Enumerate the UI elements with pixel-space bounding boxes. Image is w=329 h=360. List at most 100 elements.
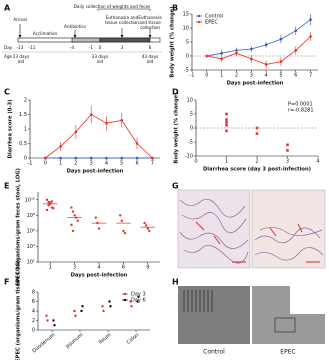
x-tick-label: 0 bbox=[205, 73, 208, 79]
y-tick-label: 1 bbox=[24, 127, 27, 133]
event-label: Antibiotics bbox=[64, 24, 86, 29]
x-tick-label: 6 bbox=[294, 73, 297, 79]
age: 33 days old bbox=[91, 54, 109, 64]
y-tick-label: 15 bbox=[183, 12, 189, 18]
y-tick-label: 10 bbox=[183, 26, 189, 32]
point bbox=[255, 132, 259, 135]
legend-marker bbox=[197, 20, 201, 24]
x-tick-label: 1 bbox=[49, 265, 52, 271]
point bbox=[225, 129, 228, 133]
dot bbox=[45, 314, 48, 317]
marker bbox=[309, 18, 312, 21]
dot bbox=[123, 232, 127, 235]
age-label: Age bbox=[4, 54, 13, 59]
bracket bbox=[97, 8, 151, 11]
y-tick-label: 2 bbox=[32, 318, 35, 324]
x-tick-label: Ileum bbox=[98, 332, 113, 346]
line bbox=[206, 36, 311, 65]
dot bbox=[94, 216, 98, 219]
dot bbox=[70, 206, 73, 209]
day: -4 bbox=[70, 45, 75, 50]
marker bbox=[59, 156, 62, 160]
legend-marker bbox=[197, 14, 201, 18]
y-tick-label: 10 bbox=[187, 98, 193, 104]
marker bbox=[151, 156, 154, 160]
marker bbox=[59, 145, 62, 148]
dot bbox=[81, 305, 84, 308]
x-tick-label: 5 bbox=[279, 73, 282, 79]
y-tick-label: 2 bbox=[24, 98, 27, 104]
dot bbox=[109, 305, 112, 308]
marker bbox=[294, 49, 298, 52]
dot bbox=[102, 309, 105, 313]
x-tick-label: 9 bbox=[146, 265, 149, 271]
marker bbox=[249, 57, 253, 61]
dot bbox=[143, 221, 146, 225]
dot bbox=[52, 207, 55, 210]
x-tick-label: 4 bbox=[265, 73, 268, 79]
y-tick-label: 0 bbox=[32, 328, 35, 334]
y-axis-label: EPEC (organisms/gram feces stool, LOG) bbox=[16, 168, 22, 286]
y-tick-label: 0 bbox=[24, 156, 27, 162]
dot bbox=[76, 219, 80, 222]
y-tick-label: -5 bbox=[188, 140, 193, 146]
legend-marker bbox=[123, 292, 127, 296]
marker bbox=[279, 37, 283, 41]
dot bbox=[122, 229, 125, 233]
dot bbox=[120, 219, 124, 222]
dot bbox=[80, 309, 83, 313]
annotation: r=-0.8281 bbox=[288, 108, 314, 114]
dot bbox=[73, 214, 76, 217]
y-axis-label: Body weight (% change) bbox=[174, 92, 180, 163]
y-tick-label: 10¹⁰ bbox=[25, 197, 35, 203]
microvilli bbox=[183, 290, 213, 312]
marker bbox=[89, 113, 93, 116]
arrow-markers bbox=[195, 221, 303, 245]
em-inset bbox=[290, 286, 325, 314]
em-image bbox=[178, 286, 250, 344]
day: -11 bbox=[29, 45, 36, 50]
dot bbox=[137, 295, 140, 298]
histology-image bbox=[177, 189, 251, 269]
dot bbox=[49, 201, 52, 205]
dot bbox=[70, 223, 73, 227]
y-tick-label: 6 bbox=[32, 299, 35, 305]
y-tick-label: 8 bbox=[32, 290, 35, 296]
dot bbox=[45, 208, 49, 212]
dot bbox=[71, 229, 75, 233]
point bbox=[286, 149, 289, 152]
x-tick-label: 1 bbox=[59, 161, 62, 167]
point bbox=[225, 123, 228, 127]
dot bbox=[119, 214, 122, 217]
marker bbox=[205, 54, 209, 58]
x-tick-label: 6 bbox=[122, 265, 125, 271]
x-tick-label: 6 bbox=[135, 161, 138, 167]
x-tick-label: 5 bbox=[120, 161, 123, 167]
x-tick-label: 0 bbox=[194, 159, 197, 165]
x-axis-label: Diarrhea score (day 3 post-infection) bbox=[203, 167, 311, 173]
dot bbox=[73, 309, 76, 313]
y-tick-label: 1.5 bbox=[19, 112, 27, 118]
x-tick-label: 2 bbox=[255, 159, 258, 165]
y-tick-label: -5 bbox=[184, 68, 189, 74]
x-tick-label: 1 bbox=[220, 73, 223, 79]
y-axis-label: Body weight (% change) bbox=[170, 6, 176, 77]
dot bbox=[45, 198, 49, 201]
marker bbox=[105, 156, 108, 160]
timeline-header: Daily collection of weights and feces bbox=[74, 4, 151, 9]
point bbox=[225, 121, 228, 124]
marker bbox=[294, 29, 298, 33]
y-tick-label: 5 bbox=[190, 112, 193, 118]
day-label: Day bbox=[4, 45, 13, 50]
y-tick-label: 4 bbox=[32, 309, 35, 315]
x-tick-label: 2 bbox=[235, 73, 238, 79]
y-tick-label: 0 bbox=[190, 126, 193, 132]
panel-letter: G bbox=[172, 182, 179, 191]
x-tick-label: 4 bbox=[97, 265, 100, 271]
x-tick-label: 1 bbox=[225, 159, 228, 165]
day: 6 bbox=[149, 45, 152, 50]
arrow-heads bbox=[18, 35, 152, 38]
x-tick-label: Duodenum bbox=[31, 332, 56, 354]
y-tick-label: 10⁶ bbox=[27, 228, 35, 234]
